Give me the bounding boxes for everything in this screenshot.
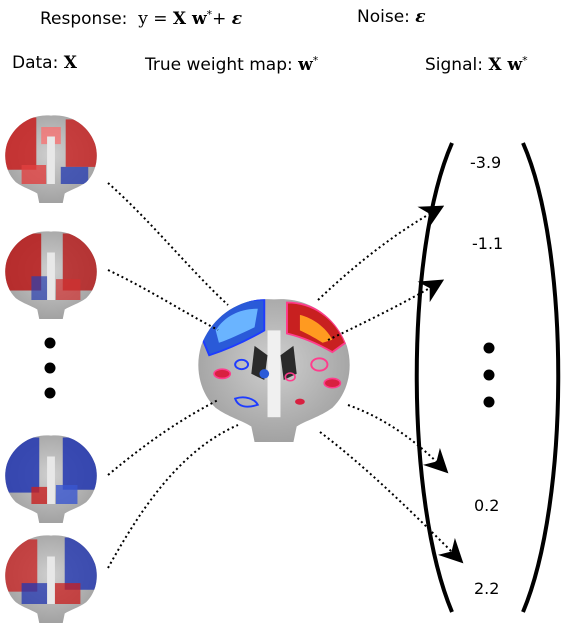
weight-symbol: w [186,9,207,29]
signal-label-group: Signal: X w* [425,55,528,74]
data-label-group: Data: X [12,55,77,72]
weight-label-group: True weight map: w* [145,55,318,74]
data-ellipsis [44,337,56,399]
weight-star: * [312,54,319,67]
response-lhs: y [138,9,148,29]
weight-label: True weight map: [145,55,293,75]
data-brain-4 [5,535,97,623]
data-x: X [63,53,77,73]
response-formula: Response: y = X w*+ ε [40,9,242,28]
noise-label: Noise: [357,7,410,27]
right-parenthesis [521,142,561,613]
plus-sign: + [212,9,232,29]
signal-star: * [522,54,528,67]
epsilon-symbol: ε [231,9,243,29]
left-parenthesis [414,142,454,613]
weight-map-brain [198,299,350,442]
equals-sign: = [147,9,173,29]
data-label: Data: [12,53,59,73]
data-brain-2 [5,231,97,319]
star-superscript: * [206,8,213,21]
weight-w: w [298,55,313,75]
vector-value-2: -1.1 [472,234,504,253]
data-symbol: X [172,9,187,29]
signal-arrows [317,205,464,564]
vector-value-4: 2.2 [474,579,500,598]
noise-label-group: Noise: ε [357,9,426,26]
data-brain-1 [5,115,97,203]
noise-epsilon: ε [415,7,426,27]
signal-label: Signal: [425,55,483,75]
vector-value-1: -3.9 [470,153,502,172]
response-label: Response: [40,9,128,29]
data-brain-3 [5,435,97,523]
vector-ellipsis [483,342,495,408]
vector-value-3: 0.2 [474,496,500,515]
data-connectors [107,182,239,569]
signal-w: w [501,55,523,75]
signal-x: X [488,55,502,75]
